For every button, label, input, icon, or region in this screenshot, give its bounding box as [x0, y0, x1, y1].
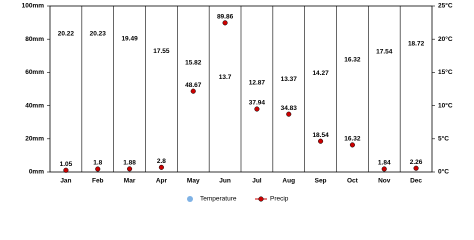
x-tick-label: Apr [156, 178, 168, 185]
temperature-label: 17.55 [153, 48, 170, 55]
precip-label: 16.32 [344, 136, 361, 143]
precip-point [158, 164, 164, 170]
precip-label: 1.84 [378, 160, 391, 167]
precip-label: 1.8 [93, 160, 102, 167]
precip-point [222, 20, 228, 26]
y-tick-label: 100mm [22, 3, 45, 10]
x-tick-label: Jun [219, 178, 231, 185]
y2-tick-label: 10°C [438, 101, 453, 109]
precip-point [381, 166, 387, 172]
x-tick-label: Nov [378, 178, 391, 185]
precip-point [318, 138, 324, 144]
precip-point [190, 88, 196, 94]
legend-label: Precip [270, 196, 289, 203]
precip-label: 34.83 [281, 105, 298, 112]
y2-tick-label: 0°C [438, 168, 449, 176]
legend-marker [258, 196, 264, 202]
precip-point [254, 106, 260, 112]
y2-tick-label: 25°C [438, 2, 453, 10]
temperature-label: 12.87 [249, 79, 266, 86]
precip-point [63, 167, 69, 173]
temperature-label: 16.32 [344, 56, 361, 63]
x-tick-label: Mar [124, 178, 136, 185]
y-tick-label: 0mm [29, 169, 44, 176]
precip-label: 18.54 [312, 132, 329, 139]
precip-point [349, 142, 355, 148]
temperature-label: 13.7 [219, 74, 232, 81]
y-tick-label: 60mm [25, 69, 44, 76]
y2-tick-label: 15°C [438, 68, 453, 76]
precip-label: 2.26 [410, 159, 423, 166]
y-tick-label: 40mm [25, 102, 44, 109]
x-tick-label: Dec [410, 178, 422, 185]
precip-label: 1.88 [123, 160, 136, 167]
legend-marker [187, 196, 193, 202]
legend-label: Temperature [200, 196, 237, 203]
precip-label: 1.05 [60, 161, 73, 168]
chart: 0mm 20mm 40mm 60mm 80mm 100mm 0°C 5°C 10°C 15°C 20… [22, 2, 453, 203]
page: 0mm 20mm 40mm 60mm 80mm 100mm 0°C 5°C 10°C 15°C 20… [21, 1, 453, 203]
temperature-label: 18.72 [408, 40, 425, 47]
y-tick-label: 20mm [25, 136, 44, 143]
temperature-label: 20.23 [90, 30, 107, 37]
precip-label: 89.86 [217, 14, 234, 21]
precip-point [413, 165, 419, 171]
precip-label: 37.94 [249, 100, 266, 107]
x-tick-label: Feb [92, 178, 104, 185]
x-tick-label: May [187, 178, 200, 185]
temperature-label: 17.54 [376, 48, 393, 55]
x-tick-label: Jul [252, 178, 262, 185]
x-tick-label: Oct [347, 178, 359, 185]
y-tick-label: 80mm [25, 36, 44, 43]
x-tick-label: Sep [315, 178, 327, 185]
precip-point [286, 111, 292, 117]
precip-label: 48.67 [185, 82, 202, 89]
temperature-label: 13.37 [281, 76, 298, 83]
x-tick-label: Aug [282, 178, 295, 185]
y2-tick-label: 5°C [438, 135, 449, 143]
temperature-label: 19.49 [121, 35, 138, 42]
precip-label: 2.8 [157, 158, 166, 165]
x-tick-label: Jan [60, 178, 71, 185]
temperature-label: 14.27 [312, 70, 329, 77]
y2-tick-label: 20°C [438, 35, 453, 43]
precip-point [95, 166, 101, 172]
precip-point [127, 166, 133, 172]
temperature-label: 20.22 [58, 30, 75, 37]
temperature-label: 15.82 [185, 60, 202, 67]
